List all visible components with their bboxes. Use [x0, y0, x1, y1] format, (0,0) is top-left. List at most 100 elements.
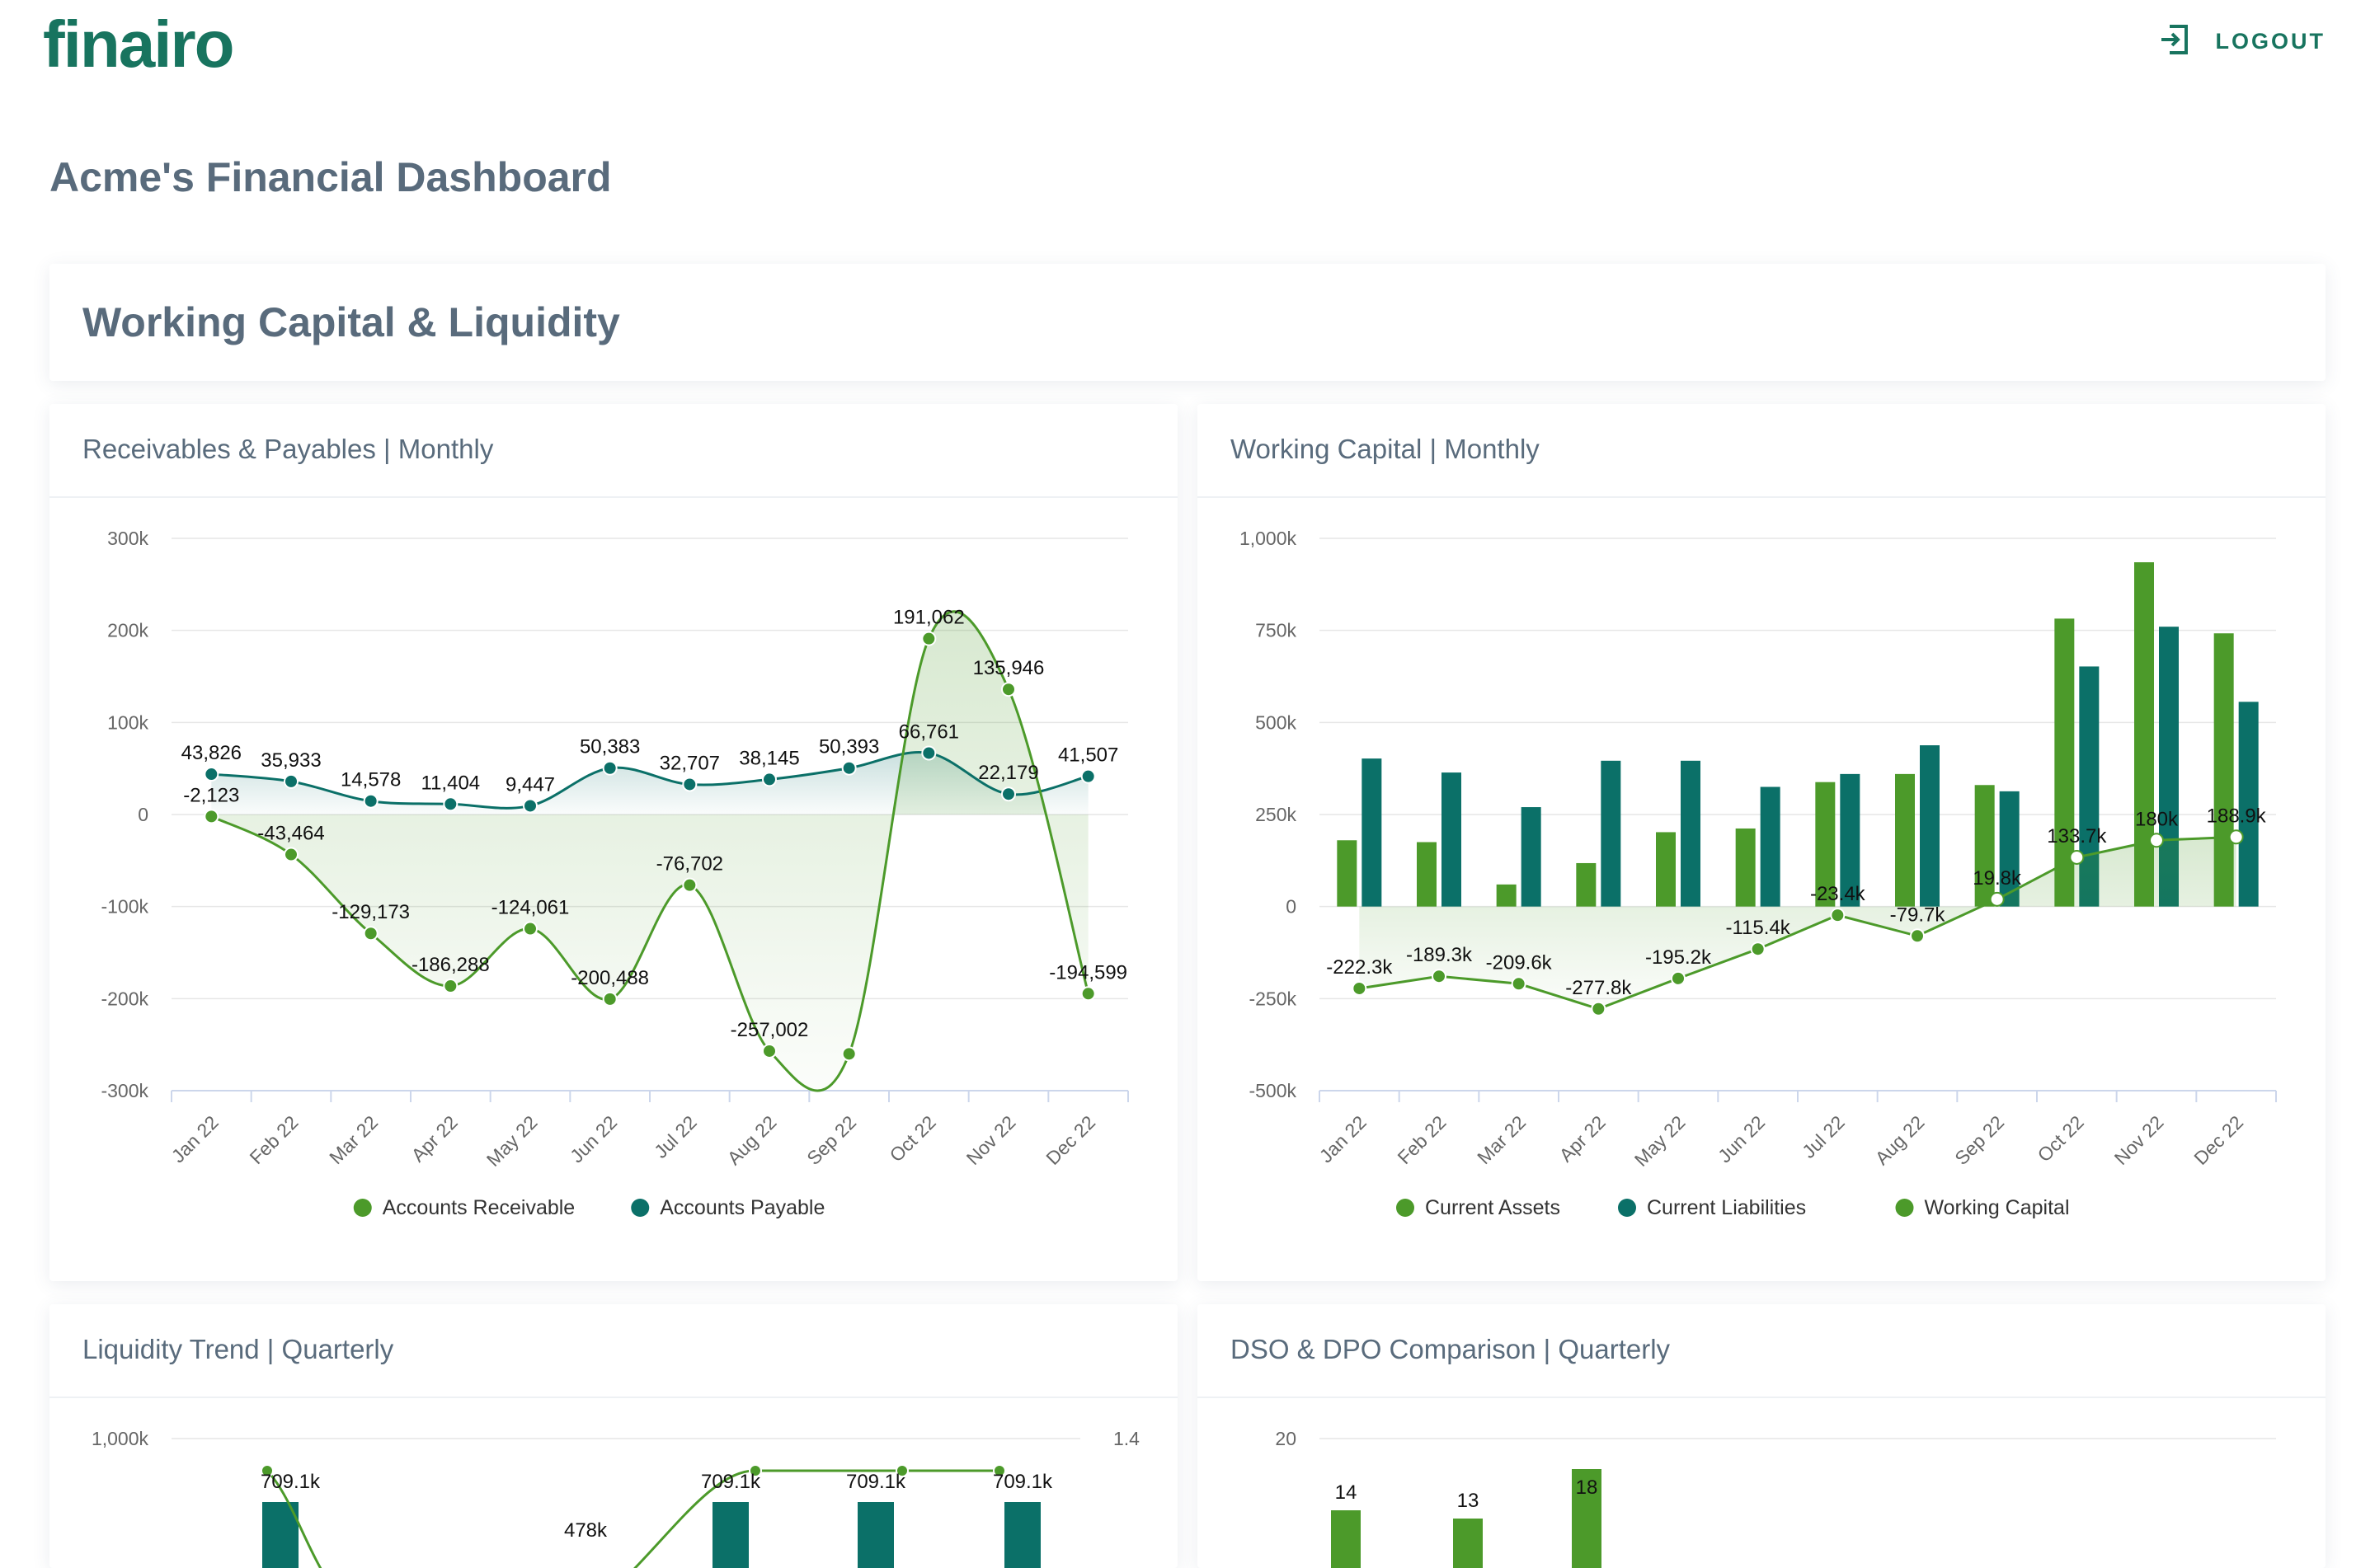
ar-point [921, 631, 937, 646]
x-tick-label: May 22 [1630, 1111, 1690, 1171]
ap-area [211, 752, 1089, 815]
x-tick-label: Dec 22 [2189, 1111, 2247, 1169]
ap-point [921, 745, 937, 761]
ar-point [682, 877, 698, 893]
ar-point [1001, 682, 1016, 697]
ar-data-label: 191,062 [893, 607, 965, 629]
ap-data-label: 50,383 [580, 736, 640, 758]
brand-logo[interactable]: finairo [43, 7, 234, 81]
card-title: Working Capital | Monthly [1230, 434, 1540, 464]
ap-data-label: 11,404 [421, 772, 481, 794]
liquidity-data-label: 709.1k [261, 1471, 321, 1493]
receivables-payables-chart: 300k 200k 100k 0 -100k -200k -300k Jan 22 Feb 22… [101, 528, 1129, 1219]
x-tick-label: Jun 22 [1714, 1111, 1769, 1167]
card-title: Liquidity Trend | Quarterly [82, 1334, 394, 1364]
working-capital-chart: 1,000k 750k 500k 250k 0 -250k -500k Jan 22 Feb 2… [1239, 528, 2277, 1219]
working-capital-point [1989, 891, 2005, 907]
liquidity-bar [858, 1502, 894, 1568]
ar-data-label: -257,002 [731, 1019, 809, 1041]
ar-point [284, 847, 299, 862]
liquidity-data-label: 709.1k [993, 1471, 1053, 1493]
liquidity-data-label: 709.1k [846, 1471, 906, 1493]
liquidity-data-label: 709.1k [701, 1471, 761, 1493]
ar-point [443, 979, 459, 994]
logout-label: LOGOUT [2215, 29, 2326, 54]
x-tick-label: Nov 22 [2110, 1111, 2168, 1169]
working-capital-data-label: 188.9k [2207, 805, 2267, 827]
current-assets-bar [1576, 862, 1597, 907]
top-bar: finairo LOGOUT [0, 0, 2375, 91]
current-liabilities-bar [2238, 702, 2259, 907]
ap-point [1001, 786, 1016, 802]
current-liabilities-bar [1681, 760, 1700, 907]
working-capital-point [1750, 941, 1766, 957]
current-liabilities-bar [1441, 772, 1461, 907]
legend-label: Current Liabilities [1647, 1196, 1806, 1219]
ar-point [762, 1043, 777, 1059]
current-assets-bar [1496, 884, 1517, 907]
working-capital-point [1432, 969, 1446, 984]
y-tick-label: -500k [1249, 1080, 1296, 1101]
working-capital-data-label: -195.2k [1645, 946, 1712, 969]
ap-point [682, 777, 698, 792]
ap-data-label: 32,707 [660, 752, 720, 774]
ap-point [284, 773, 299, 789]
ap-data-label: 66,761 [899, 721, 959, 743]
liquidity-point [749, 1464, 762, 1477]
legend-label: Accounts Receivable [383, 1196, 575, 1219]
legend-label: Working Capital [1925, 1196, 2070, 1219]
liquidity-trend-card: Liquidity Trend | Quarterly 1,000k 1.4 709… [49, 1304, 1178, 1568]
legend-marker [1618, 1199, 1636, 1217]
logout-icon [2158, 23, 2191, 60]
ap-point [523, 798, 538, 814]
ap-data-label: 14,578 [341, 769, 401, 791]
ar-point [523, 921, 538, 937]
working-capital-point [2069, 849, 2085, 865]
current-liabilities-bar [1601, 760, 1621, 907]
legend-label: Current Assets [1425, 1196, 1560, 1219]
current-assets-bar [1815, 782, 1836, 907]
ap-point [762, 772, 777, 787]
legend-marker [631, 1199, 650, 1217]
x-tick-label: Jun 22 [566, 1111, 621, 1167]
logout-button[interactable]: LOGOUT [2158, 23, 2326, 60]
x-tick-label: May 22 [482, 1111, 542, 1171]
x-tick-label: Oct 22 [2034, 1111, 2088, 1166]
ar-point [1080, 986, 1096, 1002]
ar-point [602, 991, 618, 1007]
current-liabilities-bar [1760, 786, 1780, 907]
ar-data-label: -43,464 [257, 823, 324, 845]
current-liabilities-bar [1999, 791, 2020, 907]
dso-dpo-chart: 20 14 13 18 [1275, 1428, 2276, 1568]
x-tick-label: Sep 22 [802, 1111, 860, 1169]
ap-point [204, 767, 219, 782]
ap-data-label: 35,933 [261, 749, 321, 772]
liquidity-bar [1004, 1502, 1041, 1568]
current-assets-bar [1656, 832, 1676, 907]
y-tick-label: -250k [1249, 988, 1296, 1009]
y-tick-label: 0 [1286, 896, 1296, 918]
card-title: Receivables & Payables | Monthly [82, 434, 494, 464]
dso-data-label: 18 [1576, 1476, 1598, 1499]
current-assets-bar [1337, 840, 1357, 907]
current-assets-bar [1895, 773, 1915, 907]
dso-data-label: 13 [1457, 1490, 1479, 1512]
y2-tick-label: 1.4 [1113, 1428, 1140, 1449]
x-tick-label: Jul 22 [650, 1111, 701, 1162]
y-tick-label: -100k [101, 896, 148, 918]
liquidity-point [993, 1464, 1006, 1477]
working-capital-point [1910, 928, 1925, 944]
dso-bar [1331, 1510, 1361, 1568]
ar-area [211, 611, 1089, 1091]
x-tick-label: Nov 22 [962, 1111, 1020, 1169]
working-capital-data-label: 19.8k [1973, 867, 2022, 890]
card-divider [49, 1397, 1178, 1398]
legend-marker [1396, 1199, 1414, 1217]
x-tick-label: Jul 22 [1798, 1111, 1849, 1162]
working-capital-point [1352, 980, 1367, 996]
working-capital-point [1830, 908, 1846, 923]
working-capital-data-label: -23.4k [1810, 883, 1866, 905]
y-tick-label: 1,000k [1239, 528, 1297, 549]
ap-point [1080, 768, 1096, 784]
